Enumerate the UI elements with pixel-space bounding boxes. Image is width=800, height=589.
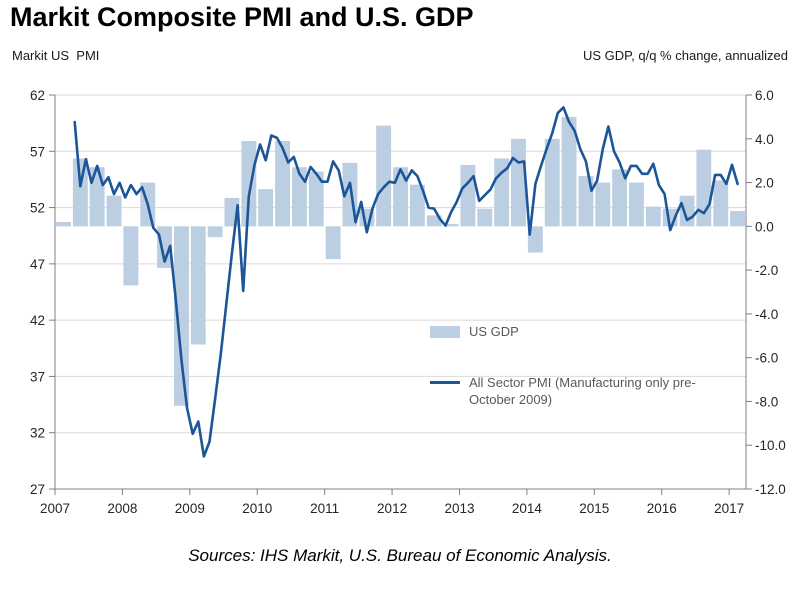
gdp-bar	[292, 167, 307, 227]
gdp-bar	[409, 184, 425, 227]
gdp-bar	[157, 226, 172, 268]
x-axis-tick-label: 2012	[377, 501, 407, 516]
x-axis-tick-label: 2015	[579, 501, 609, 516]
right-axis-tick-label: 4.0	[755, 132, 774, 147]
source-note: Sources: IHS Markit, U.S. Bureau of Econ…	[188, 546, 612, 565]
left-axis-tick-label: 27	[30, 482, 45, 497]
gdp-bar	[207, 226, 223, 238]
legend-label-gdp: US GDP	[469, 324, 519, 339]
left-axis-tick-label: 52	[30, 201, 45, 216]
x-axis-tick-label: 2007	[40, 501, 70, 516]
x-axis-tick-label: 2014	[512, 501, 543, 516]
gdp-bar	[325, 226, 341, 260]
gdp-bar	[376, 125, 392, 227]
right-axis-tick-label: -2.0	[755, 263, 778, 278]
right-axis-tick-label: -12.0	[755, 482, 786, 497]
gdp-bar	[308, 171, 324, 227]
gdp-bar	[544, 138, 560, 227]
x-axis-tick-label: 2009	[175, 501, 205, 516]
right-axis-tick-label: -4.0	[755, 307, 778, 322]
gdp-bar	[578, 176, 594, 227]
gdp-bar	[629, 182, 644, 227]
legend-item-gdp: US GDP	[430, 324, 519, 339]
gdp-bar	[72, 158, 88, 227]
right-axis-tick-label: 0.0	[755, 219, 774, 234]
legend-item-pmi: All Sector PMI (Manufacturing only pre-O…	[430, 374, 701, 408]
gdp-bar	[527, 226, 543, 253]
gdp-bar	[393, 167, 408, 227]
gdp-bar	[258, 189, 274, 227]
gdp-bar	[477, 208, 493, 227]
gdp-bar	[595, 182, 611, 227]
left-axis-tick-label: 57	[30, 144, 45, 159]
gdp-bar	[89, 167, 105, 227]
gdp-bar	[679, 195, 695, 227]
left-axis-tick-label: 62	[30, 88, 45, 103]
gdp-bar	[460, 165, 476, 227]
x-axis-tick-label: 2008	[107, 501, 137, 516]
left-axis-tick-label: 42	[30, 313, 45, 328]
right-axis-tick-label: 2.0	[755, 176, 774, 191]
gdp-bar	[426, 215, 442, 227]
gdp-bar	[190, 226, 206, 345]
gdp-bar	[696, 149, 712, 227]
chart-title: Markit Composite PMI and U.S. GDP	[10, 2, 474, 32]
right-axis-tick-label: 6.0	[755, 88, 774, 103]
gdp-bar	[713, 180, 729, 227]
gdp-legend-swatch	[430, 325, 460, 338]
gdp-bar	[106, 195, 122, 227]
right-axis-tick-label: -6.0	[755, 351, 778, 366]
x-axis-tick-label: 2010	[242, 501, 272, 516]
legend-label-pmi: All Sector PMI (Manufacturing only pre-O…	[469, 375, 696, 407]
left-axis-tick-label: 32	[30, 426, 45, 441]
gdp-bar	[123, 226, 139, 286]
gdp-bar	[561, 116, 577, 227]
pmi-line	[73, 106, 739, 458]
gdp-bar	[645, 206, 661, 227]
gdp-bar	[56, 222, 71, 227]
x-axis-tick-label: 2013	[444, 501, 474, 516]
left-axis-title: Markit US PMI	[12, 48, 100, 63]
gdp-bar	[174, 226, 189, 406]
x-axis-tick-label: 2011	[310, 501, 339, 516]
gdp-bar	[612, 169, 628, 227]
gdp-bar	[730, 211, 745, 227]
x-axis-tick-label: 2017	[714, 501, 744, 516]
pmi-legend-swatch	[430, 381, 460, 384]
gdp-bar	[443, 224, 459, 227]
gdp-bar	[275, 141, 290, 227]
left-axis-tick-label: 37	[30, 369, 45, 384]
left-axis-tick-label: 47	[30, 257, 45, 272]
right-axis-title: US GDP, q/q % change, annualized	[582, 48, 788, 63]
x-axis-tick-label: 2016	[647, 501, 677, 516]
right-axis-tick-label: -10.0	[755, 438, 786, 453]
gdp-bar	[511, 138, 526, 227]
gdp-bar	[241, 141, 257, 227]
right-axis-tick-label: -8.0	[755, 394, 778, 409]
